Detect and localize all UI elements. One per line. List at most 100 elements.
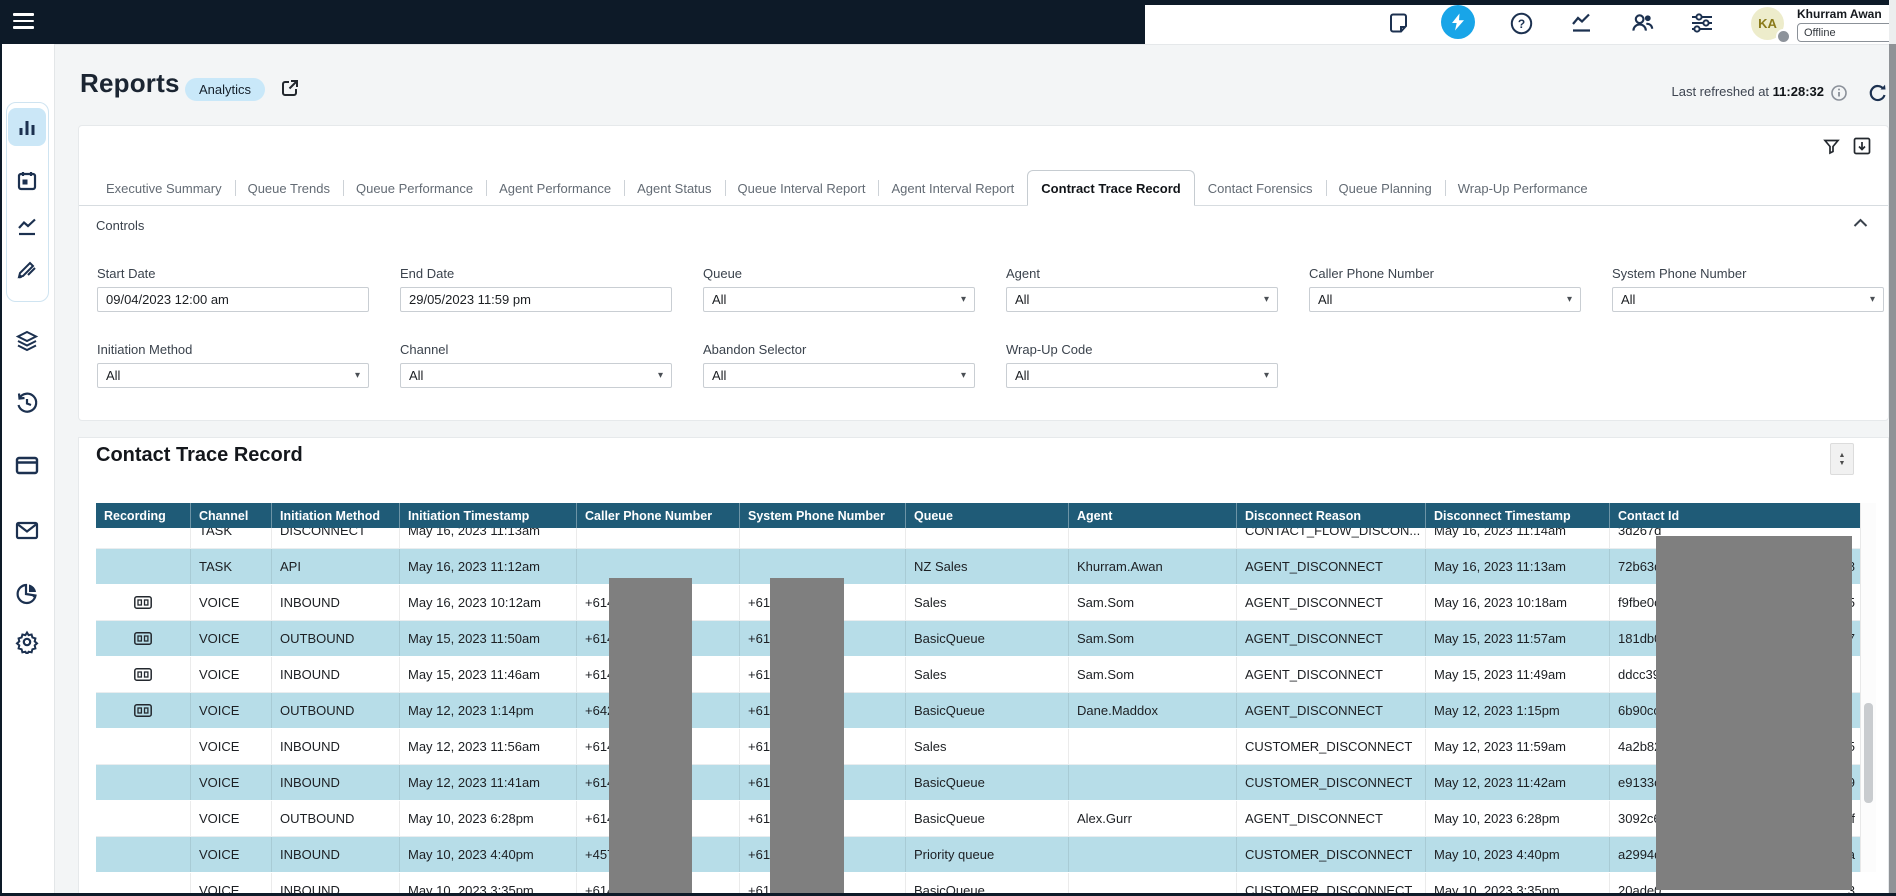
contact-id-prefix: a2994d — [1618, 847, 1661, 862]
stepper-down-icon[interactable]: ▼ — [1839, 460, 1846, 467]
sidebar-item-pie-chart-icon[interactable] — [0, 582, 54, 606]
cell-channel: VOICE — [190, 837, 271, 872]
filter-queue: QueueAll▾ — [703, 266, 975, 312]
filter-label: System Phone Number — [1612, 266, 1884, 281]
filter-date-input[interactable]: 29/05/2023 11:59 pm — [400, 287, 672, 312]
report-controls-card: Executive SummaryQueue TrendsQueue Perfo… — [78, 125, 1889, 421]
tab-agent-performance[interactable]: Agent Performance — [486, 171, 624, 205]
column-header-agent: Agent — [1068, 503, 1236, 528]
download-icon[interactable] — [1852, 136, 1872, 156]
cell-recording — [96, 729, 190, 764]
tab-agent-status[interactable]: Agent Status — [624, 171, 724, 205]
sidebar-item-trends-line-chart-icon[interactable] — [0, 216, 54, 238]
settings-sliders-icon[interactable] — [1690, 11, 1714, 35]
cell-initiation-method: OUTBOUND — [271, 693, 399, 728]
filter-select[interactable]: All▾ — [97, 363, 369, 388]
filter-funnel-icon[interactable] — [1823, 138, 1840, 155]
filter-label: Channel — [400, 342, 672, 357]
filter-value: All — [106, 368, 120, 383]
contact-id-prefix: 3092c6 — [1618, 811, 1661, 826]
cell-recording — [96, 765, 190, 800]
table-row[interactable]: VOICEINBOUNDMay 16, 2023 10:12am+614+612… — [96, 585, 1863, 621]
cell-recording[interactable] — [96, 585, 190, 620]
contact-id-prefix: 3d267d — [1618, 528, 1661, 538]
sidebar-item-layers-icon[interactable] — [0, 329, 54, 353]
filter-wrap-up-code: Wrap-Up CodeAll▾ — [1006, 342, 1278, 388]
redaction-system-phone — [770, 578, 844, 896]
sidebar-item-mail-icon[interactable] — [0, 521, 54, 540]
cell-disconnect-reason: CUSTOMER_DISCONNECT — [1236, 837, 1425, 872]
sidebar-item-schedule-calendar-icon[interactable] — [0, 170, 54, 192]
cell-initiation-timestamp: May 12, 2023 11:41am — [399, 765, 576, 800]
tab-executive-summary[interactable]: Executive Summary — [93, 171, 235, 205]
hamburger-menu-icon[interactable] — [13, 13, 34, 30]
tab-queue-interval-report[interactable]: Queue Interval Report — [725, 171, 879, 205]
table-scrollbar-thumb[interactable] — [1864, 703, 1873, 803]
sidebar-item-window-icon[interactable] — [0, 456, 54, 476]
table-row[interactable]: VOICEOUTBOUNDMay 15, 2023 11:50am+614+61… — [96, 621, 1863, 657]
filter-select[interactable]: All▾ — [1612, 287, 1884, 312]
sidebar-item-settings-gear-icon[interactable] — [0, 630, 54, 654]
page-scrollbar-thumb[interactable] — [1889, 44, 1896, 893]
filter-date-input[interactable]: 09/04/2023 12:00 am — [97, 287, 369, 312]
cell-disconnect-reason: CONTACT_FLOW_DISCON... — [1236, 528, 1425, 548]
filter-value: All — [1015, 292, 1029, 307]
table-row[interactable]: VOICEOUTBOUNDMay 10, 2023 6:28pm+614+612… — [96, 801, 1863, 837]
table-row[interactable]: VOICEOUTBOUNDMay 12, 2023 1:14pm+642+612… — [96, 693, 1863, 729]
tab-queue-trends[interactable]: Queue Trends — [235, 171, 343, 205]
cell-initiation-timestamp: May 16, 2023 11:12am — [399, 549, 576, 584]
left-edge-border — [0, 44, 2, 896]
external-link-icon[interactable] — [280, 78, 300, 98]
quick-actions-icon[interactable] — [1441, 5, 1475, 39]
sidebar-item-reports-bar-chart-icon[interactable] — [0, 117, 54, 139]
filters-row-2: Initiation MethodAll▾ChannelAll▾Abandon … — [97, 342, 1278, 388]
filter-select[interactable]: All▾ — [400, 363, 672, 388]
filter-select[interactable]: All▾ — [1006, 287, 1278, 312]
page-scrollbar-track[interactable] — [1889, 0, 1896, 896]
cell-recording[interactable] — [96, 621, 190, 656]
filter-value: 29/05/2023 11:59 pm — [409, 292, 531, 307]
cell-recording[interactable] — [96, 693, 190, 728]
filter-label: Caller Phone Number — [1309, 266, 1581, 281]
refresh-icon[interactable] — [1867, 83, 1888, 103]
cell-recording — [96, 549, 190, 584]
table-row[interactable]: VOICEINBOUNDMay 15, 2023 11:46am+614+612… — [96, 657, 1863, 693]
stepper-up-icon[interactable]: ▲ — [1839, 452, 1846, 459]
table-row[interactable]: VOICEINBOUNDMay 12, 2023 11:56am+614+612… — [96, 729, 1863, 765]
table-row[interactable]: VOICEINBOUNDMay 12, 2023 11:41am+614+612… — [96, 765, 1863, 801]
table-row[interactable]: TASKAPIMay 16, 2023 11:12amNZ SalesKhurr… — [96, 549, 1863, 585]
recording-icon — [134, 668, 152, 681]
table-row[interactable]: VOICEINBOUNDMay 10, 2023 4:40pm+457+612P… — [96, 837, 1863, 873]
cell-agent — [1068, 528, 1236, 548]
cell-queue: Sales — [905, 657, 1068, 692]
filter-select[interactable]: All▾ — [1309, 287, 1581, 312]
notes-icon[interactable] — [1386, 11, 1410, 35]
cell-agent — [1068, 837, 1236, 872]
tab-contact-forensics[interactable]: Contact Forensics — [1195, 171, 1326, 205]
cell-initiation-method: OUTBOUND — [271, 621, 399, 656]
filter-value: All — [1621, 292, 1635, 307]
filter-select[interactable]: All▾ — [703, 287, 975, 312]
tab-wrap-up-performance[interactable]: Wrap-Up Performance — [1445, 171, 1601, 205]
users-icon[interactable] — [1631, 11, 1655, 35]
cell-recording[interactable] — [96, 657, 190, 692]
filter-select[interactable]: All▾ — [703, 363, 975, 388]
help-icon[interactable]: ? — [1509, 11, 1533, 35]
table-row[interactable]: TASKDISCONNECTMay 16, 2023 11:13amCONTAC… — [96, 528, 1863, 549]
tab-queue-planning[interactable]: Queue Planning — [1326, 171, 1445, 205]
collapse-chevron-up-icon[interactable] — [1853, 218, 1868, 228]
tab-contract-trace-record[interactable]: Contract Trace Record — [1027, 170, 1194, 206]
filter-select[interactable]: All▾ — [1006, 363, 1278, 388]
analytics-chart-icon[interactable] — [1569, 11, 1593, 35]
sidebar-item-history-icon[interactable] — [0, 391, 54, 415]
tab-queue-performance[interactable]: Queue Performance — [343, 171, 486, 205]
cell-agent: Sam.Som — [1068, 657, 1236, 692]
agent-status-select[interactable]: Offline ⌄ — [1797, 23, 1896, 42]
status-dot — [1776, 29, 1791, 44]
sidebar-item-design-tools-icon[interactable] — [0, 258, 54, 282]
cell-initiation-method: INBOUND — [271, 585, 399, 620]
table-scrollbar-track[interactable] — [1860, 503, 1876, 872]
tab-agent-interval-report[interactable]: Agent Interval Report — [878, 171, 1027, 205]
info-icon[interactable] — [1831, 85, 1847, 101]
contact-id-prefix: 72b63d — [1618, 559, 1661, 574]
